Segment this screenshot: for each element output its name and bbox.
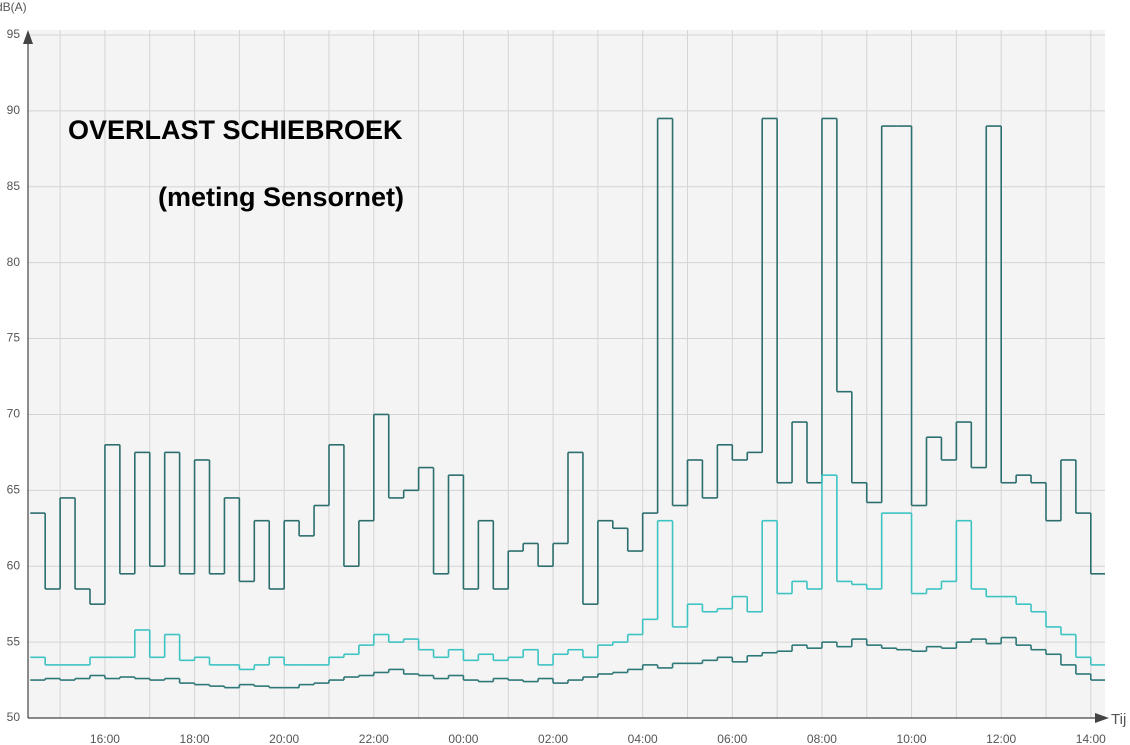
y-tick-label: 65 [7,483,21,497]
y-tick-label: 55 [7,634,21,648]
series [30,474,1105,671]
annotation-subtitle: (meting Sensornet) [158,182,404,212]
x-axis-arrow [1095,713,1109,723]
step-riser [44,637,1092,688]
grid [28,30,1105,719]
annotation-title: OVERLAST SCHIEBROEK [68,115,403,145]
x-tick-label: 06:00 [717,732,747,745]
lines [30,117,1105,689]
y-tick-label: 90 [7,103,21,117]
y-tick-label: 95 [7,27,21,41]
step-riser [44,475,1092,670]
series [30,636,1105,689]
y-tick-label: 85 [7,179,21,193]
x-tick-label: 20:00 [269,732,299,745]
x-tick-label: 14:00 [1076,732,1106,745]
y-tick-label: 75 [7,331,21,345]
x-tick-label: 10:00 [897,732,927,745]
y-tick-label: 70 [7,407,21,421]
y-axis-arrow [23,30,33,44]
y-tick-label: 50 [7,710,21,724]
y-tick-label: 80 [7,255,21,269]
x-axis-label: Tij [1111,711,1126,728]
x-tick-label: 00:00 [448,732,478,745]
x-tick-label: 12:00 [986,732,1016,745]
x-tick-label: 04:00 [628,732,658,745]
plot-area [28,30,1105,718]
y-axis-label: dB(A) [0,0,27,14]
x-tick-label: 02:00 [538,732,568,745]
x-tick-label: 16:00 [90,732,120,745]
x-tick-label: 18:00 [180,732,210,745]
y-tick-label: 60 [7,558,21,572]
x-tick-label: 08:00 [807,732,837,745]
series [30,117,1105,605]
x-tick-label: 22:00 [359,732,389,745]
step-riser [44,118,1092,605]
